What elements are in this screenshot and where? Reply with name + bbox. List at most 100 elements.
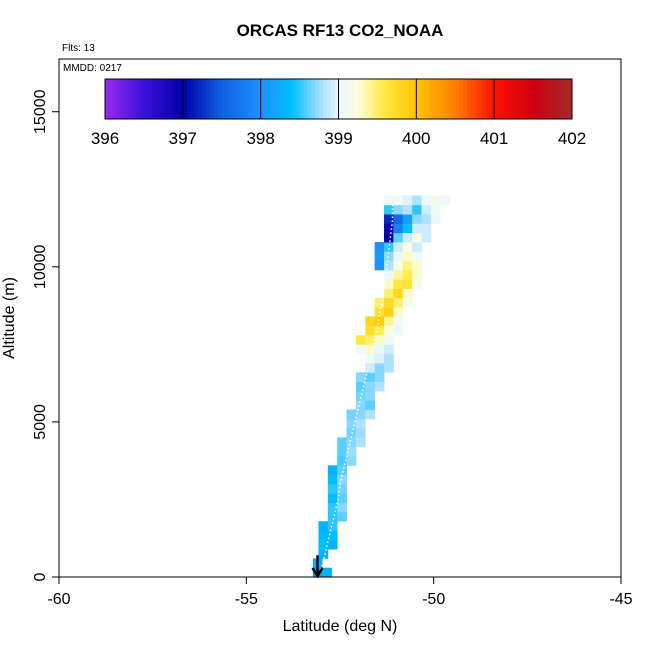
heatmap-cell (384, 195, 394, 206)
colorbar-swatch (354, 79, 359, 119)
heatmap-cell (384, 297, 394, 308)
heatmap-cell (355, 437, 366, 448)
colorbar-swatch (424, 79, 429, 119)
heatmap-cell (327, 493, 338, 503)
colorbar-swatch (544, 79, 550, 119)
colorbar-tick-label: 396 (91, 129, 119, 148)
heatmap-cell (402, 297, 413, 308)
heatmap-cell (384, 214, 394, 224)
colorbar-swatch (377, 79, 382, 119)
colorbar-swatch (248, 79, 254, 119)
heatmap-cell (421, 195, 432, 206)
flight-track-line (318, 204, 394, 575)
heatmap-cell (384, 242, 394, 252)
colorbar-tick-label: 401 (480, 129, 508, 148)
heatmap-cell (384, 344, 394, 355)
heatmap-cell (384, 307, 394, 317)
colorbar-swatch (548, 79, 554, 119)
heatmap-cell (327, 530, 338, 541)
heatmap-cell (374, 316, 385, 327)
colorbar-swatch (116, 79, 122, 119)
heatmap-cell (412, 269, 422, 280)
colorbar-swatch (252, 79, 258, 119)
colorbar-swatch (140, 79, 145, 119)
heatmap-cell (327, 474, 338, 485)
heatmap-cell (402, 195, 413, 206)
heatmap-cell (346, 446, 357, 457)
heatmap-cell (327, 539, 338, 550)
colorbar-swatch (299, 79, 304, 119)
colorbar-swatch (287, 79, 293, 119)
colorbar-swatch (556, 79, 561, 119)
colorbar-swatch (326, 79, 332, 119)
colorbar-swatch (303, 79, 308, 119)
heatmap-cell (374, 325, 385, 336)
heatmap-cell (384, 362, 394, 373)
heatmap-cell (402, 269, 413, 280)
heatmap-cell (355, 428, 366, 438)
colorbar-swatch (455, 79, 460, 119)
colorbar-swatch (322, 79, 328, 119)
heatmap-cell (402, 251, 413, 262)
heatmap-cell (355, 409, 366, 420)
heatmap-cell (384, 353, 394, 364)
heatmap-cell (402, 260, 413, 271)
heatmap-cell (365, 316, 376, 327)
chart-title: ORCAS RF13 CO2_NOAA (237, 21, 444, 40)
heatmap-cell (355, 381, 366, 392)
heatmap-cell (412, 279, 422, 289)
date-label: MMDD: 0217 (63, 63, 122, 74)
heatmap-cell (384, 279, 394, 289)
colorbar-swatch (466, 79, 472, 119)
y-tick-label: 15000 (32, 89, 49, 134)
colorbar-swatch (264, 79, 269, 119)
heatmap-cell (430, 214, 441, 224)
heatmap-cell (393, 316, 404, 327)
heatmap-cell (337, 502, 347, 513)
colorbar-swatch (396, 79, 402, 119)
colorbar-tick-label: 399 (324, 129, 352, 148)
heatmap-cell (393, 325, 404, 336)
heatmap-cell (374, 297, 385, 308)
heatmap-cell (384, 288, 394, 299)
heatmap-cell (421, 214, 432, 224)
colorbar-swatch (494, 79, 499, 119)
colorbar-swatch (533, 79, 538, 119)
colorbar-swatch (221, 79, 227, 119)
heatmap-cell (412, 214, 422, 224)
heatmap-cell (327, 521, 338, 531)
colorbar-swatch (132, 79, 137, 119)
x-axis: -60 -55 -50 -45 (47, 577, 633, 608)
x-tick-label: -45 (609, 591, 632, 608)
colorbar-swatch (124, 79, 129, 119)
heatmap-cell (384, 232, 394, 243)
colorbar-swatch (272, 79, 277, 119)
colorbar-swatch (568, 79, 573, 119)
heatmap-cell (402, 232, 413, 243)
colorbar-swatch (307, 79, 312, 119)
heatmap-cell (337, 437, 347, 448)
colorbar-swatch (501, 79, 507, 119)
colorbar-swatch (155, 79, 160, 119)
heatmap-cell (393, 232, 404, 243)
colorbar-swatch (385, 79, 390, 119)
heatmap-cell (337, 483, 347, 494)
colorbar-swatch (381, 79, 386, 119)
colorbar-swatch (346, 79, 351, 119)
plot-frame (58, 58, 622, 578)
colorbar-swatch (350, 79, 355, 119)
heatmap-cell (393, 288, 404, 299)
heatmap-cell (365, 390, 376, 401)
colorbar-swatch (159, 79, 164, 119)
colorbar-tick-label: 400 (402, 129, 430, 148)
heatmap-cell (327, 502, 338, 513)
colorbar-swatch (509, 79, 515, 119)
y-tick-label: 10000 (32, 244, 49, 289)
heatmap-cell (402, 279, 413, 289)
heatmap-cell (384, 223, 394, 234)
heatmap-cell (412, 251, 422, 262)
heatmap-cell (393, 214, 404, 224)
colorbar-swatch (256, 79, 262, 119)
heatmap-cell (384, 204, 394, 215)
heatmap-cell (374, 344, 385, 355)
